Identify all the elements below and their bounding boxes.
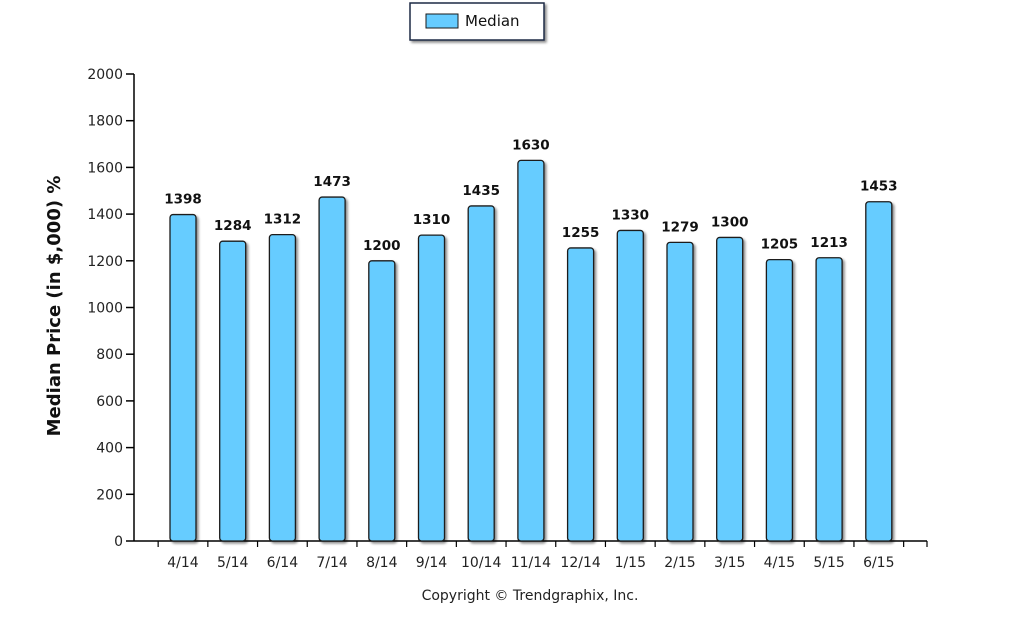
bar (368, 260, 396, 542)
x-tick-label: 2/15 (664, 555, 695, 571)
x-tick-label: 6/15 (863, 555, 894, 571)
data-label: 1435 (462, 183, 500, 199)
x-tick-label: 9/14 (416, 555, 448, 571)
data-label: 1300 (711, 214, 749, 230)
x-tick-label: 8/14 (366, 555, 398, 571)
x-tick-label: 1/15 (615, 555, 646, 571)
x-tick-label: 7/14 (316, 555, 348, 571)
bar (417, 234, 446, 542)
y-tick-label: 1800 (87, 114, 123, 130)
data-label: 1473 (313, 174, 351, 190)
data-label: 1284 (214, 218, 252, 234)
data-label: 1279 (661, 219, 699, 235)
bar (716, 236, 744, 542)
x-tick-label: 10/14 (461, 555, 501, 571)
y-tick-label: 200 (96, 487, 123, 503)
bar (765, 258, 794, 542)
data-label: 1205 (761, 237, 799, 253)
x-tick-label: 4/15 (764, 555, 795, 571)
y-tick-label: 600 (96, 394, 123, 410)
legend-entry-median: Median (465, 12, 520, 30)
bar (616, 229, 644, 542)
y-axis: 0 200 400 600 800 1000 1200 1400 1600 1800 2000 (87, 67, 135, 550)
y-tick-label: 0 (114, 534, 123, 550)
y-axis-label: Median Price (in $,000) % (44, 176, 65, 437)
data-label: 1398 (164, 192, 202, 208)
bar (219, 240, 247, 542)
x-tick-label: 3/15 (714, 555, 745, 571)
x-tick-label: 5/15 (813, 555, 844, 571)
data-labels: 1398 1284 1312 1473 1200 1310 1435 1630 1255 1330… (164, 137, 897, 253)
bar (268, 233, 297, 542)
y-tick-label: 800 (96, 347, 123, 363)
y-tick-label: 1200 (87, 254, 123, 270)
x-tick-label: 6/14 (267, 555, 299, 571)
bar (566, 247, 595, 542)
data-label: 1330 (612, 207, 650, 223)
data-label: 1255 (562, 225, 600, 241)
data-label: 1200 (363, 238, 401, 254)
x-tick-label: 12/14 (560, 555, 600, 571)
legend: Median (409, 2, 545, 41)
y-tick-label: 2000 (87, 67, 123, 83)
bar (865, 201, 893, 542)
bar (169, 213, 197, 542)
bar (318, 196, 346, 542)
x-tick-label: 11/14 (511, 555, 551, 571)
data-label: 1310 (413, 212, 451, 228)
x-tick-label: 5/14 (217, 555, 249, 571)
legend-swatch (425, 13, 459, 29)
bar (666, 241, 694, 542)
x-tick-label: 4/14 (167, 555, 199, 571)
y-tick-label: 1600 (87, 160, 123, 176)
y-tick-label: 400 (96, 441, 123, 457)
bar (815, 257, 843, 542)
bars (169, 159, 893, 542)
y-tick-label: 1000 (87, 301, 123, 317)
y-tick-label: 1400 (87, 207, 123, 223)
bar (467, 205, 495, 542)
data-label: 1630 (512, 137, 550, 153)
copyright-text: Copyright © Trendgraphix, Inc. (422, 588, 639, 604)
data-label: 1312 (264, 212, 302, 228)
x-axis: 4/14 5/14 6/14 7/14 8/14 9/14 10/14 11/14 12/14 1… (134, 540, 928, 571)
bar (517, 159, 545, 542)
data-label: 1213 (810, 235, 848, 251)
data-label: 1453 (860, 179, 898, 195)
